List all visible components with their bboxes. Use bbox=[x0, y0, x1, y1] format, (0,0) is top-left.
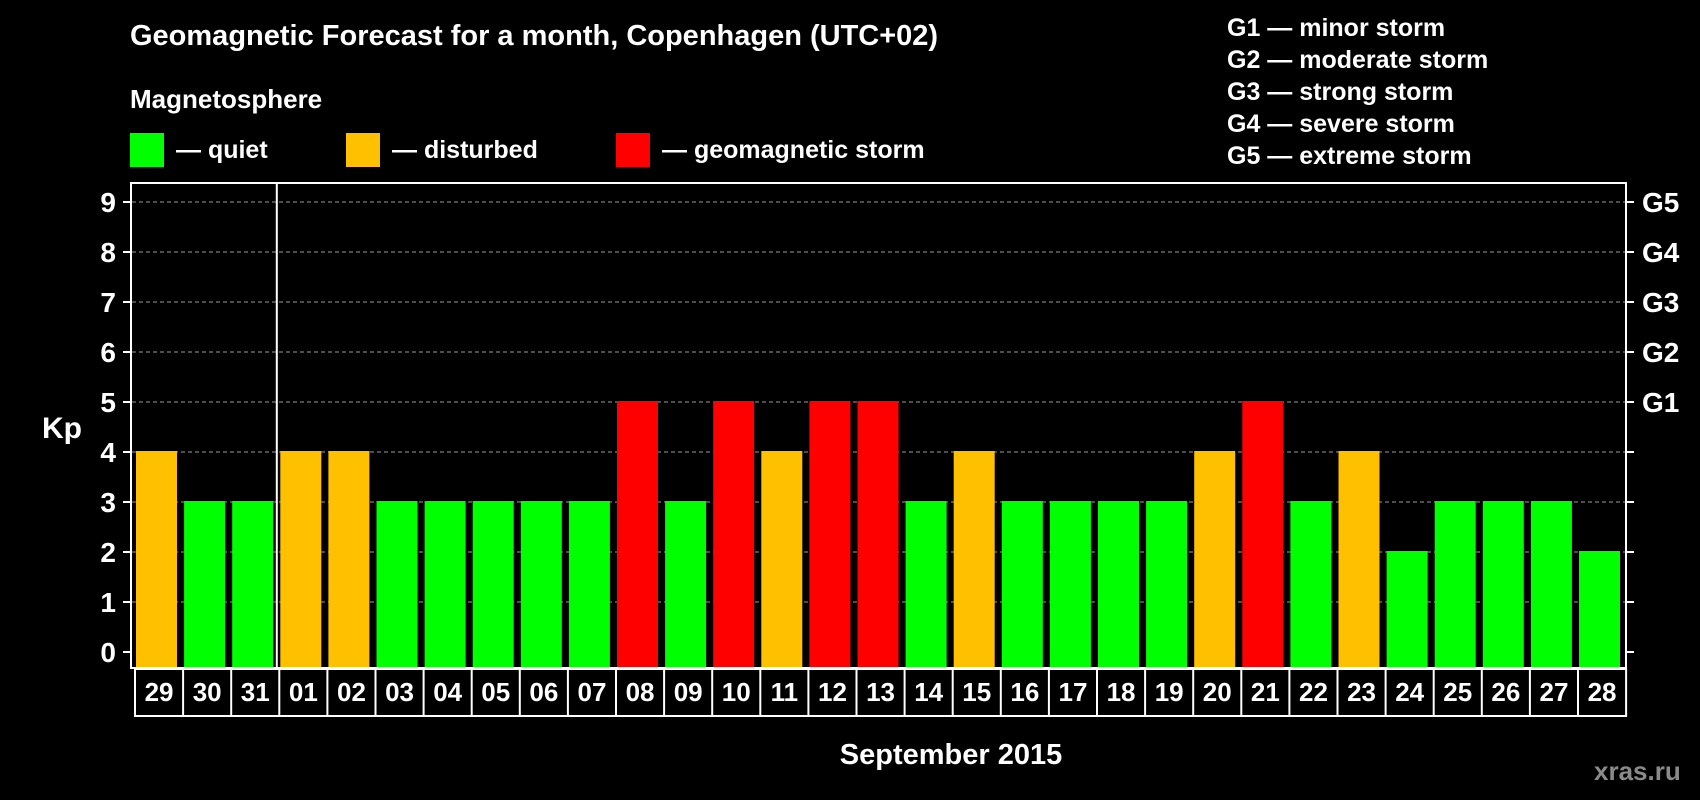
storm-scale-g5: G5 — extreme storm bbox=[1227, 142, 1472, 170]
bar-23 bbox=[1338, 451, 1380, 667]
x-tick-label: 05 bbox=[481, 677, 510, 707]
x-tick-label: 06 bbox=[529, 677, 558, 707]
bar-13 bbox=[857, 401, 899, 667]
storm-level-label-g5: G5 bbox=[1642, 187, 1679, 218]
x-tick-label: 10 bbox=[722, 677, 751, 707]
x-tick-label: 24 bbox=[1395, 677, 1424, 707]
x-tick-label: 20 bbox=[1203, 677, 1232, 707]
bar-03 bbox=[376, 501, 418, 667]
y-tick-label: 4 bbox=[100, 437, 116, 468]
x-tick-label: 31 bbox=[241, 677, 270, 707]
chart-title: Geomagnetic Forecast for a month, Copenh… bbox=[130, 20, 939, 52]
y-tick-label: 8 bbox=[100, 237, 116, 268]
bar-10 bbox=[713, 401, 755, 667]
y-tick-label: 1 bbox=[100, 587, 116, 618]
storm-level-label-g2: G2 bbox=[1642, 337, 1679, 368]
legend-item-disturbed: — disturbed bbox=[346, 133, 538, 167]
legend-swatch-quiet bbox=[130, 133, 164, 167]
storm-level-label-g4: G4 bbox=[1642, 237, 1680, 268]
legend-swatch-storm bbox=[616, 133, 650, 167]
bar-12 bbox=[809, 401, 851, 667]
y-axis-label: Kp bbox=[42, 412, 82, 445]
bar-20 bbox=[1194, 451, 1236, 667]
bar-28 bbox=[1579, 551, 1620, 667]
x-tick-label: 28 bbox=[1588, 677, 1617, 707]
x-tick-label: 13 bbox=[866, 677, 895, 707]
bar-30 bbox=[184, 501, 226, 667]
legend-swatch-disturbed bbox=[346, 133, 380, 167]
storm-scale-g2: G2 — moderate storm bbox=[1227, 46, 1489, 74]
x-tick-label: 02 bbox=[337, 677, 366, 707]
y-tick-label: 5 bbox=[100, 387, 116, 418]
bar-15 bbox=[953, 451, 995, 667]
bar-31 bbox=[232, 501, 274, 667]
x-tick-label: 22 bbox=[1299, 677, 1328, 707]
x-tick-label: 11 bbox=[771, 677, 799, 707]
bar-24 bbox=[1386, 551, 1428, 667]
storm-level-label-g1: G1 bbox=[1642, 387, 1679, 418]
storm-scale-g3: G3 — strong storm bbox=[1227, 78, 1454, 106]
storm-level-label-g3: G3 bbox=[1642, 287, 1679, 318]
x-tick-label: 30 bbox=[193, 677, 222, 707]
x-tick-label: 16 bbox=[1010, 677, 1039, 707]
bar-11 bbox=[761, 451, 803, 667]
x-tick-label: 04 bbox=[433, 677, 462, 707]
bar-01 bbox=[280, 451, 322, 667]
bar-04 bbox=[424, 501, 466, 667]
x-tick-label: 25 bbox=[1443, 677, 1472, 707]
bar-16 bbox=[1001, 501, 1043, 667]
x-tick-label: 17 bbox=[1058, 677, 1087, 707]
x-tick-label: 07 bbox=[577, 677, 606, 707]
y-tick-label: 3 bbox=[100, 487, 116, 518]
legend-label-disturbed: — disturbed bbox=[392, 135, 538, 164]
legend-label-quiet: — quiet bbox=[176, 135, 268, 164]
y-tick-label: 0 bbox=[100, 637, 116, 668]
x-tick-label: 15 bbox=[962, 677, 991, 707]
bar-07 bbox=[568, 501, 610, 667]
bar-25 bbox=[1434, 501, 1476, 667]
x-tick-label: 01 bbox=[289, 677, 318, 707]
legend-item-storm: — geomagnetic storm bbox=[616, 133, 925, 167]
bar-06 bbox=[520, 501, 562, 667]
x-tick-label: 19 bbox=[1155, 677, 1184, 707]
y-tick-label: 2 bbox=[100, 537, 116, 568]
storm-scale-g4: G4 — severe storm bbox=[1227, 110, 1455, 138]
x-tick-label: 12 bbox=[818, 677, 847, 707]
storm-scale-g1: G1 — minor storm bbox=[1227, 14, 1446, 42]
x-tick-label: 27 bbox=[1539, 677, 1568, 707]
chart-subtitle: Magnetosphere bbox=[130, 84, 323, 114]
bar-09 bbox=[665, 501, 707, 667]
x-axis-box bbox=[134, 668, 1628, 717]
bar-08 bbox=[617, 401, 658, 667]
bar-22 bbox=[1290, 501, 1332, 667]
x-tick-label: 08 bbox=[626, 677, 655, 707]
storm-scale-legend: G1 — minor storm G2 — moderate storm G3 … bbox=[1227, 12, 1488, 172]
watermark: xras.ru bbox=[1594, 756, 1681, 786]
x-tick-label: 09 bbox=[674, 677, 703, 707]
y-tick-label: 7 bbox=[100, 287, 116, 318]
bar-29 bbox=[136, 451, 177, 667]
bar-27 bbox=[1530, 501, 1572, 667]
bar-21 bbox=[1242, 401, 1284, 667]
bar-02 bbox=[328, 451, 370, 667]
x-tick-label: 21 bbox=[1251, 677, 1280, 707]
bar-26 bbox=[1482, 501, 1524, 667]
x-tick-label: 29 bbox=[145, 677, 174, 707]
bar-14 bbox=[905, 501, 947, 667]
legend-label-storm: — geomagnetic storm bbox=[662, 135, 925, 164]
y-tick-label: 6 bbox=[100, 337, 116, 368]
x-tick-label: 26 bbox=[1491, 677, 1520, 707]
x-axis-label: September 2015 bbox=[840, 739, 1062, 771]
bar-18 bbox=[1098, 501, 1139, 667]
bar-19 bbox=[1146, 501, 1188, 667]
y-tick-label: 9 bbox=[100, 187, 116, 218]
bar-05 bbox=[472, 501, 514, 667]
x-tick-label: 14 bbox=[914, 677, 943, 707]
x-tick-label: 23 bbox=[1347, 677, 1376, 707]
legend-item-quiet: — quiet bbox=[130, 133, 268, 167]
x-tick-label: 03 bbox=[385, 677, 414, 707]
x-tick-label: 18 bbox=[1107, 677, 1136, 707]
bar-17 bbox=[1049, 501, 1091, 667]
